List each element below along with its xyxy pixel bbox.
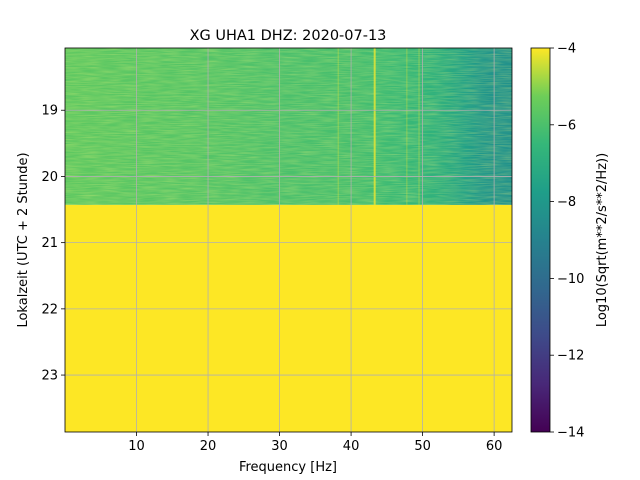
noise-texture (65, 48, 512, 205)
y-tick-label: 23 (41, 369, 58, 384)
colorbar-tick-label: −4 (557, 42, 576, 57)
colorbar-ticks: −4 −6 −8 −10 −12 −14 (550, 42, 584, 441)
colorbar-tick-label: −12 (557, 349, 584, 364)
no-data-filled-region (65, 204, 512, 432)
colorbar-tick-label: −8 (557, 195, 576, 210)
spectral-lines (337, 48, 420, 205)
x-axis-label: Frequency [Hz] (239, 460, 337, 475)
colorbar-tick-label: −6 (557, 118, 576, 133)
x-tick-label: 20 (200, 439, 217, 454)
colorbar-tick-label: −14 (557, 426, 584, 441)
x-tick-label: 60 (486, 439, 503, 454)
x-axis: 10 20 30 40 50 60 (128, 432, 502, 454)
y-tick-label: 21 (41, 236, 58, 251)
x-tick-label: 10 (128, 439, 145, 454)
grid (65, 48, 512, 432)
x-tick-label: 50 (414, 439, 431, 454)
x-tick-label: 40 (343, 439, 360, 454)
x-tick-label: 30 (271, 439, 288, 454)
y-tick-label: 19 (41, 104, 58, 119)
y-tick-label: 20 (41, 170, 58, 185)
colorbar-tick-label: −10 (557, 272, 584, 287)
colorbar: −4 −6 −8 −10 −12 −14 Log10(Sqrt(m**2/s**2/Hz)… (530, 42, 610, 441)
y-tick-label: 22 (41, 302, 58, 317)
chart-title: XG UHA1 DHZ: 2020-07-13 (190, 28, 387, 44)
plot-frame (64, 47, 513, 433)
y-axis-label: Lokalzeit (UTC + 2 Stunde) (16, 152, 31, 327)
y-axis: 19 20 21 22 23 (41, 104, 65, 384)
plot-area (65, 48, 512, 432)
colorbar-label: Log10(Sqrt(m**2/s**2/Hz)) (595, 153, 610, 327)
colorbar-gradient (530, 47, 551, 433)
